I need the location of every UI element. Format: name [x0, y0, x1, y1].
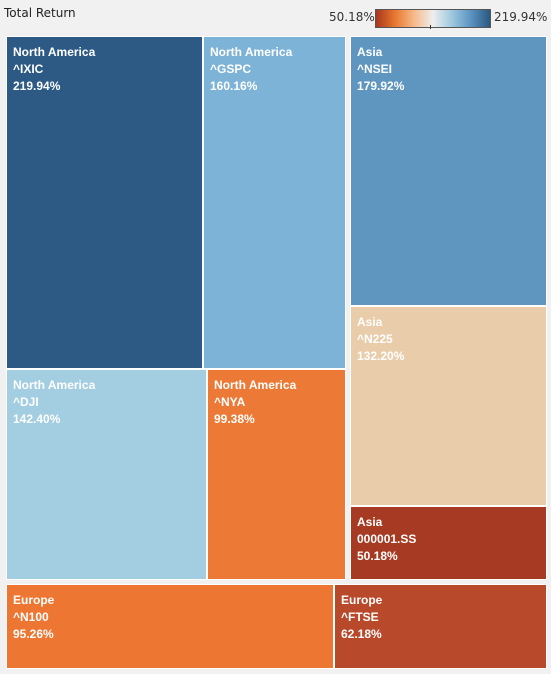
tile-region-label: Europe [341, 593, 383, 607]
treemap-tile[interactable]: North America ^NYA 99.38% [207, 369, 346, 580]
treemap-tile[interactable]: North America ^GSPC 160.16% [203, 36, 346, 369]
tile-ticker-label: 000001.SS [357, 532, 417, 546]
tile-region-label: North America [13, 378, 96, 392]
tile-ticker-label: ^DJI [13, 395, 39, 409]
tile-region-label: North America [214, 378, 297, 392]
tile-region-label: North America [13, 45, 96, 59]
treemap-tile[interactable]: Asia ^N225 132.20% [350, 306, 547, 506]
tile-ticker-label: ^N225 [357, 332, 393, 346]
treemap-tile[interactable]: Asia ^NSEI 179.92% [350, 36, 547, 306]
treemap-tile[interactable]: Europe ^N100 95.26% [6, 584, 334, 669]
tile-region-label: Europe [13, 593, 55, 607]
tile-ticker-label: ^N100 [13, 610, 49, 624]
tile-value-label: 132.20% [357, 349, 405, 363]
tile-region-label: Asia [357, 45, 383, 59]
tile-value-label: 219.94% [13, 79, 61, 93]
legend-max-label: 219.94% [494, 10, 548, 24]
legend-min-label: 50.18% [329, 10, 375, 24]
tile-ticker-label: ^GSPC [210, 62, 252, 76]
tile-value-label: 95.26% [13, 627, 54, 641]
treemap-tile[interactable]: Asia 000001.SS 50.18% [350, 506, 547, 580]
treemap-tile[interactable]: North America ^DJI 142.40% [6, 369, 207, 580]
tile-ticker-label: ^IXIC [13, 62, 44, 76]
tile-region-label: North America [210, 45, 293, 59]
treemap-tile[interactable]: Europe ^FTSE 62.18% [334, 584, 547, 669]
tile-region-label: Asia [357, 515, 383, 529]
tile-value-label: 179.92% [357, 79, 405, 93]
legend-tick [430, 25, 431, 29]
tile-value-label: 50.18% [357, 549, 398, 563]
tile-ticker-label: ^NYA [214, 395, 246, 409]
chart-title: Total Return [4, 6, 76, 20]
tile-value-label: 160.16% [210, 79, 258, 93]
tile-region-label: Asia [357, 315, 383, 329]
tile-ticker-label: ^FTSE [341, 610, 379, 624]
color-legend-bar [375, 9, 491, 28]
tile-value-label: 62.18% [341, 627, 382, 641]
tile-value-label: 99.38% [214, 412, 255, 426]
tile-value-label: 142.40% [13, 412, 61, 426]
treemap-tile[interactable]: North America ^IXIC 219.94% [6, 36, 203, 369]
tile-ticker-label: ^NSEI [357, 62, 393, 76]
